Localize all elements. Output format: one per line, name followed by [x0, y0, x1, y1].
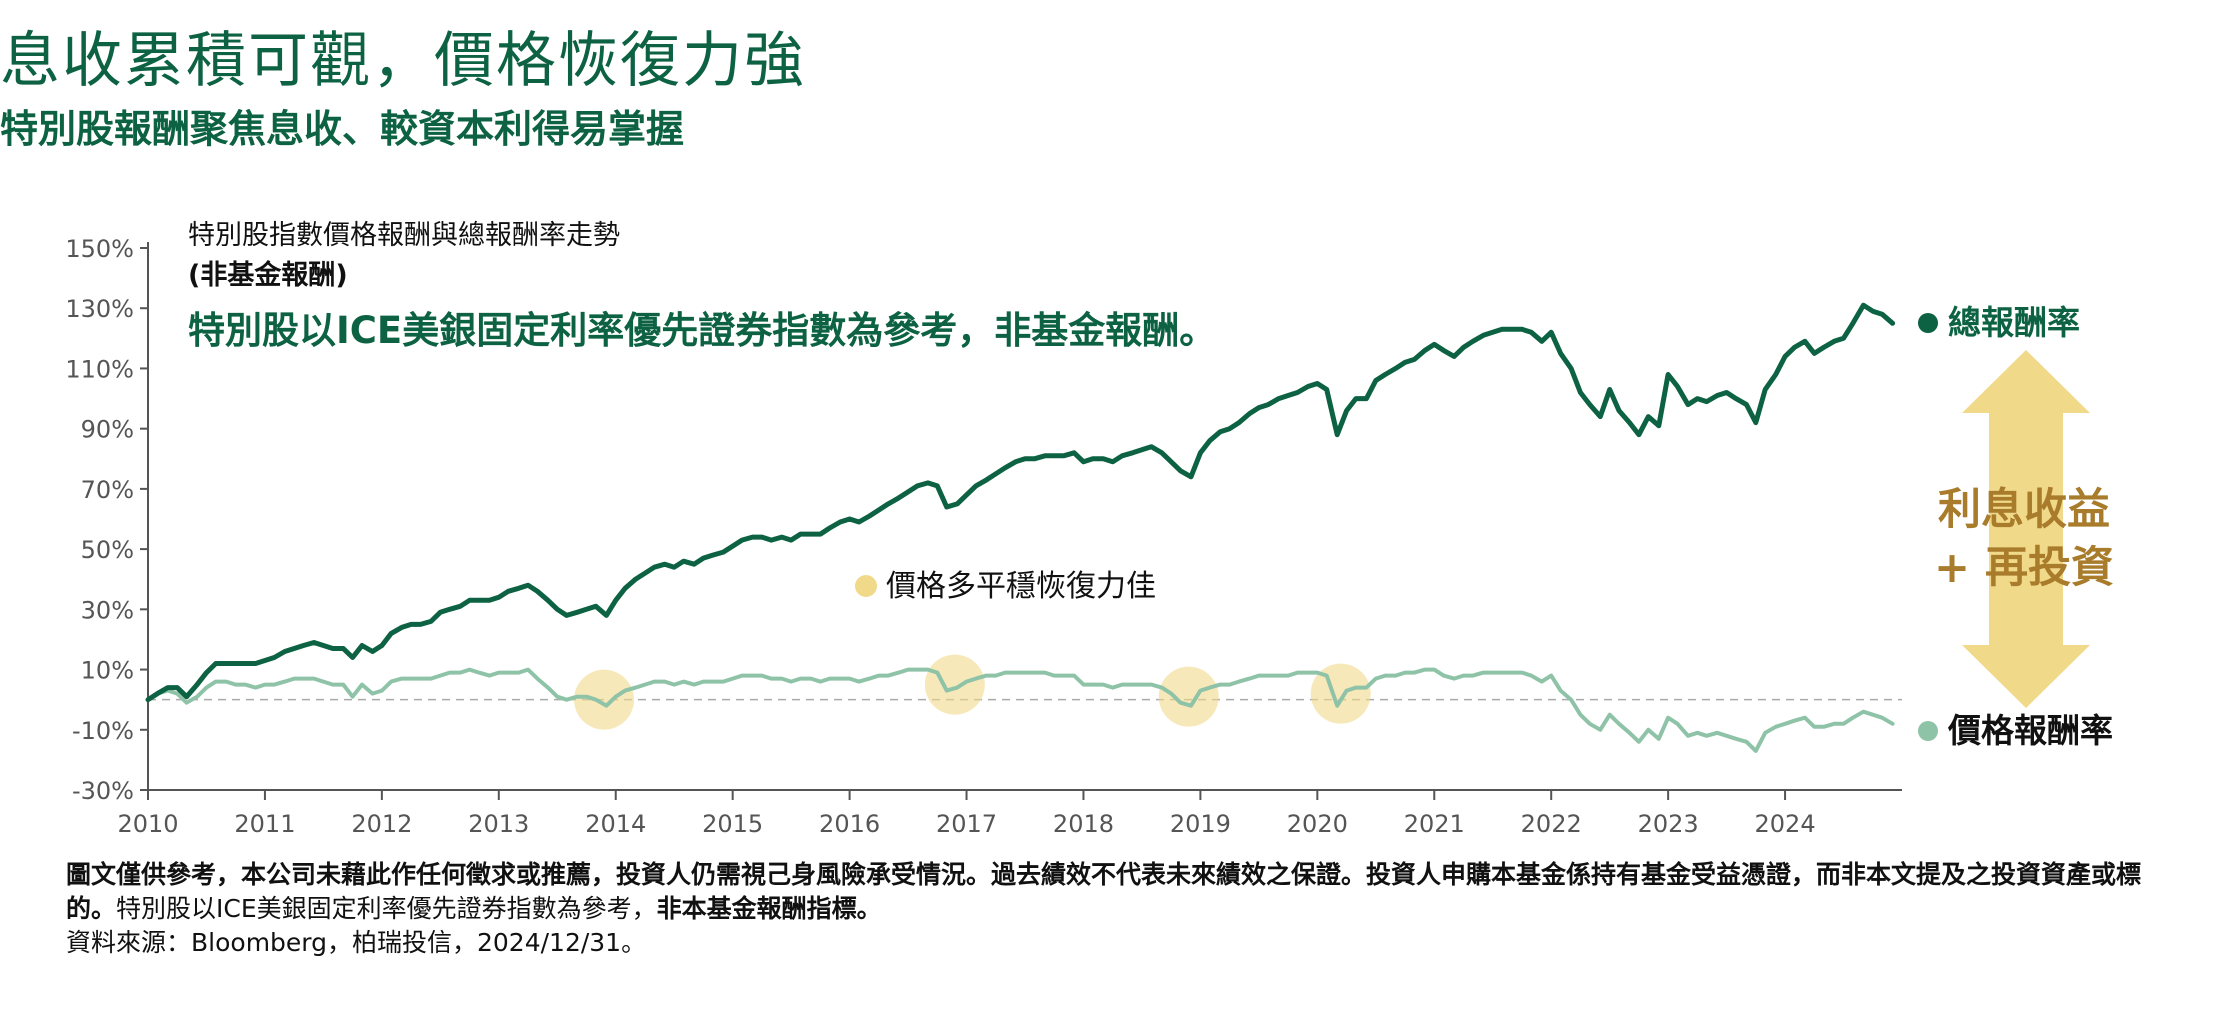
chart-annotation: 特別股以ICE美銀固定利率優先證券指數為參考，非基金報酬。	[188, 309, 1216, 352]
x-tick-label: 2022	[1521, 810, 1582, 838]
x-tick-label: 2018	[1053, 810, 1114, 838]
chart-title-note: (非基金報酬)	[188, 259, 348, 291]
x-tick-label: 2016	[819, 810, 880, 838]
x-tick-label: 2014	[585, 810, 646, 838]
y-tick-label: 30%	[81, 596, 134, 624]
total-return-line	[145, 302, 1896, 703]
legend-label-price: 價格報酬率	[1947, 711, 2113, 750]
price-return-line	[146, 667, 1895, 753]
page-title: 息收累積可觀，價格恢復力強	[0, 26, 806, 96]
y-tick-label: 70%	[81, 476, 134, 504]
highlight-label: 價格多平穩恢復力佳	[886, 569, 1156, 604]
y-tick-label: 130%	[65, 295, 134, 323]
x-tick-label: 2015	[702, 810, 763, 838]
x-tick-label: 2019	[1170, 810, 1231, 838]
legend-label-total: 總報酬率	[1948, 303, 2080, 342]
arrow-label-line2: + 再投資	[1934, 543, 2114, 593]
y-tick-label: 10%	[81, 657, 134, 685]
x-tick-label: 2017	[936, 810, 997, 838]
x-tick-label: 2012	[351, 810, 412, 838]
chart-title: 特別股指數價格報酬與總報酬率走勢	[188, 220, 620, 251]
x-tick-label: 2024	[1755, 810, 1816, 838]
highlight-legend-dot	[855, 575, 877, 597]
x-tick-label: 2021	[1404, 810, 1465, 838]
page-subtitle: 特別股報酬聚焦息收、較資本利得易掌握	[0, 107, 685, 151]
legend-marker-price	[1918, 721, 1938, 741]
legend-marker-total	[1918, 313, 1938, 333]
footer-disclaimer-normal: 特別股以ICE美銀固定利率優先證券指數為參考，	[116, 894, 657, 923]
footer-source: 資料來源：Bloomberg，柏瑞投信，2024/12/31。	[66, 928, 647, 957]
income-arrow	[1962, 350, 2090, 708]
highlight-circle	[1158, 666, 1219, 727]
x-tick-label: 2013	[468, 810, 529, 838]
y-tick-label: -10%	[72, 717, 134, 745]
y-tick-label: -30%	[72, 777, 134, 805]
y-tick-label: 50%	[81, 536, 134, 564]
y-tick-label: 150%	[65, 235, 134, 263]
x-tick-label: 2020	[1287, 810, 1348, 838]
y-tick-label: 90%	[81, 416, 134, 444]
y-tick-label: 110%	[65, 355, 134, 383]
x-tick-label: 2011	[234, 810, 295, 838]
arrow-label-line1: 利息收益	[1938, 485, 2110, 535]
line-chart: 特別股指數價格報酬與總報酬率走勢 (非基金報酬) 特別股以ICE美銀固定利率優先…	[65, 220, 2114, 838]
x-tick-label: 2023	[1638, 810, 1699, 838]
highlight-circle	[924, 654, 985, 715]
footer-disclaimer: 圖文僅供參考，本公司未藉此作任何徵求或推薦，投資人仍需視己身風險承受情況。過去績…	[66, 858, 2186, 960]
x-tick-label: 2010	[117, 810, 178, 838]
footer-disclaimer-bold: 圖文僅供參考，本公司未藉此作任何徵求或推薦，投資人仍需視己身風險承受情況。過去績…	[66, 860, 2142, 923]
footer-disclaimer-bold-end: 非本基金報酬指標。	[656, 894, 882, 923]
highlight-circle	[574, 669, 635, 730]
